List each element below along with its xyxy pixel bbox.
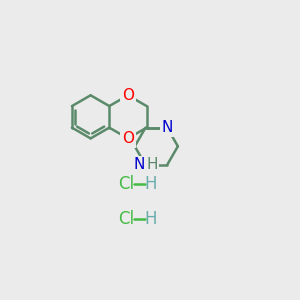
Text: H: H xyxy=(146,158,158,172)
Text: Cl: Cl xyxy=(118,210,134,228)
Text: O: O xyxy=(122,131,134,146)
Text: O: O xyxy=(122,88,134,103)
Text: Cl: Cl xyxy=(118,175,134,193)
Text: N: N xyxy=(134,158,145,172)
Text: N: N xyxy=(161,120,173,135)
Text: H: H xyxy=(144,210,157,228)
Text: H: H xyxy=(144,175,157,193)
